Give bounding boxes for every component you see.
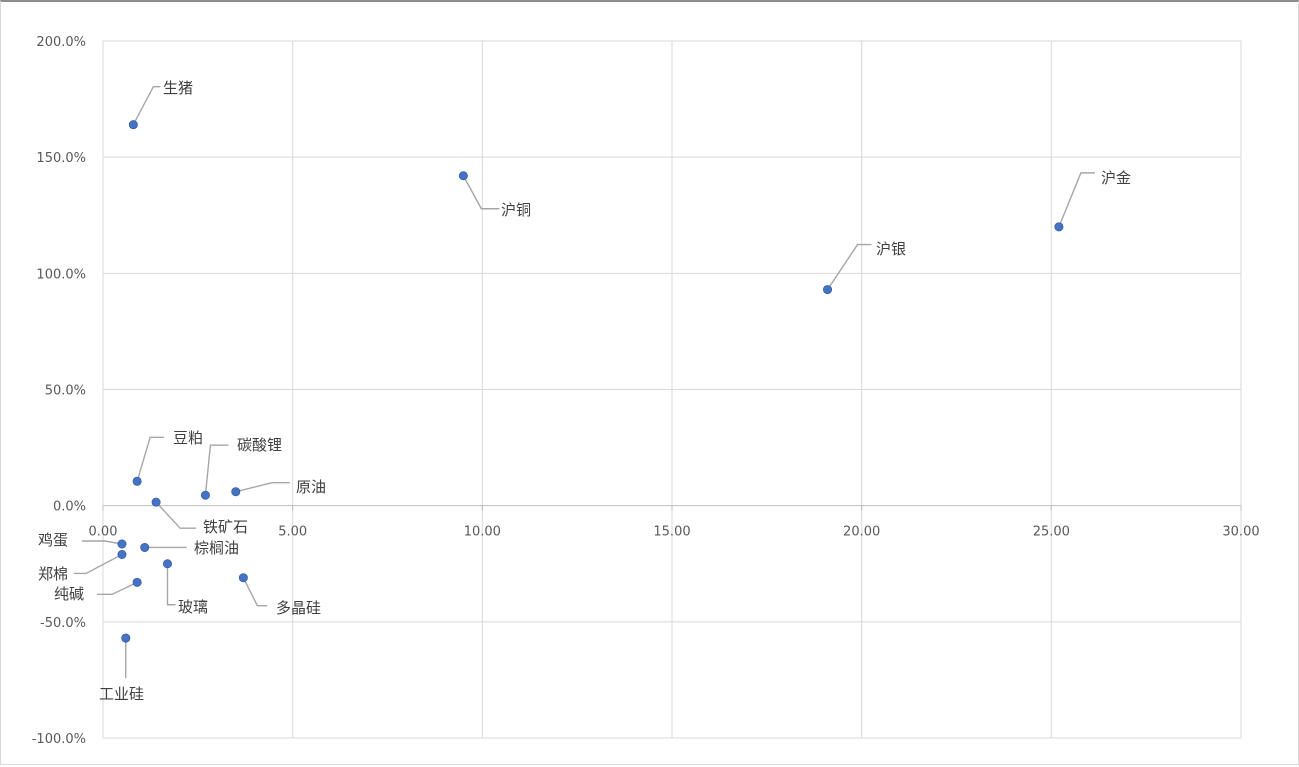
data-label: 铁矿石 [203,518,248,536]
data-point [162,559,172,569]
data-point [458,171,468,181]
data-point [128,120,138,130]
data-label: 沪铜 [501,201,531,219]
data-label: 沪金 [1101,169,1131,187]
label-leader-line [242,577,268,607]
y-tick-label: -50.0% [40,616,86,631]
label-leader-line [136,436,165,482]
label-leader-line [204,444,229,496]
label-leader-line [462,175,500,210]
data-label: 碳酸锂 [237,436,282,454]
data-label: 工业硅 [99,685,144,703]
x-tick-label: 15.00 [653,525,690,540]
data-label: 豆粕 [173,429,203,447]
x-tick-label: 30.00 [1222,525,1259,540]
data-point [117,539,127,549]
data-label: 鸡蛋 [38,531,68,549]
label-leader-line [155,501,197,529]
y-tick-label: 50.0% [45,384,86,399]
data-point [121,633,131,643]
data-label: 郑棉 [38,565,68,583]
label-leader-line [97,581,138,596]
label-leader-line [235,482,290,493]
y-tick-label: 150.0% [36,151,86,166]
data-label: 原油 [296,478,326,496]
data-points [117,120,1064,643]
data-label: 多晶硅 [276,599,321,617]
y-tick-label: 100.0% [36,267,86,282]
data-point [117,549,127,559]
data-label: 玻璃 [178,598,208,616]
data-label: 生猪 [163,79,193,97]
data-point [200,490,210,500]
data-point [151,497,161,507]
label-leader-line [73,553,123,575]
data-point [231,487,241,497]
data-label: 棕榈油 [194,539,239,557]
tick-labels: -100.0% -50.0% 0.0% 50.0% 100.0% 150.0% 200.0%… [32,35,1260,747]
label-leader-line [1058,172,1095,228]
x-tick-label: 25.00 [1033,525,1070,540]
label-leader-line [132,85,161,125]
label-leader-line [81,540,123,545]
data-point [140,542,150,552]
data-point [132,577,142,587]
data-point [1054,222,1064,232]
label-leader-line [826,243,872,290]
x-tick-label: 10.00 [464,525,501,540]
y-tick-label: 0.0% [53,500,86,515]
label-leaders [73,85,1095,679]
data-label: 沪银 [876,240,906,258]
x-tick-label: 20.00 [843,525,880,540]
label-leader-line [166,563,176,606]
y-tick-label: -100.0% [32,732,86,747]
x-tick-label: 5.00 [278,525,307,540]
data-point [238,573,248,583]
gridlines [102,40,1242,739]
data-point [132,476,142,486]
data-point [823,285,833,295]
data-label: 纯碱 [54,585,84,603]
x-tick-label: 0.00 [89,525,118,540]
y-tick-label: 200.0% [36,35,86,50]
